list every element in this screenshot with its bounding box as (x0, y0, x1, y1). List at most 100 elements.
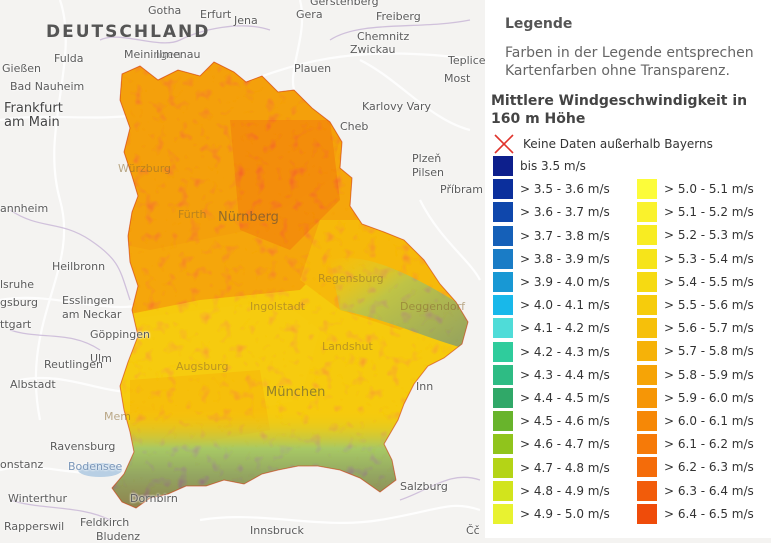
place-label-gera: Gera (296, 8, 323, 21)
legend-color-swatch (493, 202, 513, 223)
legend-class-entry: > 4.5 - 4.6 m/s (493, 411, 610, 432)
legend-class-label: > 4.4 - 4.5 m/s (520, 391, 610, 405)
legend-class-entry: > 4.8 - 4.9 m/s (493, 480, 610, 501)
legend-class-entry: > 3.9 - 4.0 m/s (493, 272, 610, 292)
place-label-bodensee: Bodensee (68, 460, 123, 473)
legend-class-entry: > 3.5 - 3.6 m/s (493, 179, 610, 200)
legend-class-entry: > 4.7 - 4.8 m/s (493, 457, 610, 478)
place-label-gotha: Gotha (148, 4, 182, 17)
legend-color-swatch (637, 202, 657, 223)
legend-class-label: > 5.4 - 5.5 m/s (664, 274, 754, 289)
legend-color-swatch (493, 156, 513, 176)
legend-class-label: > 4.0 - 4.1 m/s (520, 298, 610, 313)
legend-class-label: > 5.1 - 5.2 m/s (664, 205, 754, 220)
place-label-salzburg: Salzburg (400, 480, 448, 493)
place-label-most: Most (444, 72, 471, 85)
legend-panel: Legende Farben in der Legende entspreche… (485, 0, 771, 538)
place-label-albstadt: Albstadt (10, 378, 56, 391)
legend-class-label: > 4.7 - 4.8 m/s (520, 460, 610, 475)
place-label-mannheim: annheim (0, 202, 49, 215)
place-label-munchen: München (266, 385, 326, 400)
legend-color-swatch (493, 341, 513, 362)
legend-class-entry: > 6.1 - 6.2 m/s (637, 434, 754, 455)
legend-class-label: > 3.5 - 3.6 m/s (520, 182, 610, 197)
legend-class-entry: > 3.6 - 3.7 m/s (493, 202, 610, 223)
legend-class-label: > 5.0 - 5.1 m/s (664, 182, 754, 196)
legend-class-entry: > 3.8 - 3.9 m/s (493, 248, 610, 269)
legend-class-entry: > 5.0 - 5.1 m/s (637, 179, 754, 199)
legend-class-label: > 4.3 - 4.4 m/s (520, 367, 610, 382)
legend-class-label: > 6.0 - 6.1 m/s (664, 414, 754, 428)
legend-color-swatch (637, 318, 657, 339)
place-label-chemnitz: Chemnitz (357, 30, 410, 43)
place-label-erfurt: Erfurt (200, 8, 232, 21)
legend-color-swatch (637, 225, 657, 246)
place-label-memmingen: Mem (104, 410, 131, 423)
place-label-bludenz: Bludenz (96, 530, 141, 543)
place-label-inn: Inn (416, 380, 434, 393)
legend-color-swatch (637, 411, 657, 431)
place-label-innsbruck: Innsbruck (250, 524, 304, 537)
legend-color-swatch (493, 225, 513, 246)
country-label: DEUTSCHLAND (46, 22, 211, 42)
legend-class-entry: > 4.0 - 4.1 m/s (493, 295, 610, 316)
legend-class-label: > 4.9 - 5.0 m/s (520, 507, 610, 521)
place-label-plauen: Plauen (294, 62, 332, 75)
legend-class-label: > 4.8 - 4.9 m/s (520, 483, 610, 498)
place-label-wurzburg: Würzburg (118, 162, 172, 175)
legend-class-label: > 4.2 - 4.3 m/s (520, 344, 610, 359)
legend-class-label: > 5.9 - 6.0 m/s (664, 390, 754, 405)
legend-class-entry: > 6.0 - 6.1 m/s (637, 411, 754, 431)
legend-class-entry: > 5.1 - 5.2 m/s (637, 202, 754, 223)
legend-color-swatch (637, 248, 657, 269)
legend-class-entry: > 5.8 - 5.9 m/s (637, 364, 754, 385)
place-label-karlsruhe: lsruhe (0, 278, 35, 291)
legend-class-label: > 3.6 - 3.7 m/s (520, 205, 610, 220)
legend-heading: Legende (505, 16, 573, 32)
place-label-cheb: Cheb (340, 120, 369, 133)
legend-class-entry: > 5.6 - 5.7 m/s (637, 318, 754, 339)
legend-color-swatch (637, 480, 657, 501)
legend-class-label: > 5.8 - 5.9 m/s (664, 367, 754, 382)
place-label-meiningen: Meiningen (124, 48, 182, 61)
legend-class-label: > 3.9 - 4.0 m/s (520, 275, 610, 289)
legend-class-label: > 5.5 - 5.6 m/s (664, 298, 754, 312)
place-label-goppingen: Göppingen (90, 328, 150, 341)
legend-class-label: > 6.1 - 6.2 m/s (664, 437, 754, 452)
legend-class-label: > 4.1 - 4.2 m/s (520, 321, 610, 336)
legend-class-entry: bis 3.5 m/s (493, 156, 586, 176)
legend-class-label: > 5.2 - 5.3 m/s (664, 228, 754, 243)
place-label-stuttgart: ttgart (0, 318, 32, 331)
legend-note: Farben in der Legende entsprechen Karten… (505, 45, 754, 79)
place-label-freiberg: Freiberg (376, 10, 421, 23)
place-label-esslingen: Esslingen am Neckar (62, 294, 122, 321)
place-label-ulm: Ulm (90, 352, 112, 365)
legend-class-entry: > 5.9 - 6.0 m/s (637, 387, 754, 408)
place-label-feldkirch: Feldkirch (80, 516, 130, 529)
place-label-cz: Čč (466, 524, 480, 537)
legend-class-label: > 3.8 - 3.9 m/s (520, 251, 610, 266)
place-label-frankfurt: Frankfurt am Main (4, 101, 63, 130)
place-label-ilmenau: Ilmenau (156, 48, 201, 61)
place-label-ravensburg: Ravensburg (50, 440, 116, 453)
legend-class-entry: > 4.4 - 4.5 m/s (493, 388, 610, 408)
legend-color-swatch (637, 341, 657, 362)
legend-class-entry: > 4.9 - 5.0 m/s (493, 504, 610, 524)
place-label-zwickau: Zwickau (350, 43, 396, 56)
legend-class-label: > 5.7 - 5.8 m/s (664, 344, 754, 359)
place-label-deggendorf: Deggendorf (400, 300, 466, 313)
place-label-gerstenberg: Gerstenberg (310, 0, 379, 8)
place-label-furth: Fürth (178, 208, 207, 221)
legend-class-entry: > 6.2 - 6.3 m/s (637, 457, 754, 478)
legend-class-entry: > 5.3 - 5.4 m/s (637, 248, 754, 269)
place-label-karlovyvary: Karlovy Vary (362, 100, 432, 113)
legend-color-swatch (637, 295, 657, 315)
place-label-winterthur: Winterthur (8, 492, 68, 505)
legend-class-entry: > 5.5 - 5.6 m/s (637, 295, 754, 315)
place-label-rapperswil: Rapperswil (4, 520, 65, 533)
legend-color-swatch (637, 364, 657, 385)
legend-color-swatch (637, 434, 657, 455)
place-label-jena: Jena (234, 14, 258, 27)
legend-color-swatch (637, 271, 657, 292)
legend-color-swatch (493, 388, 513, 408)
